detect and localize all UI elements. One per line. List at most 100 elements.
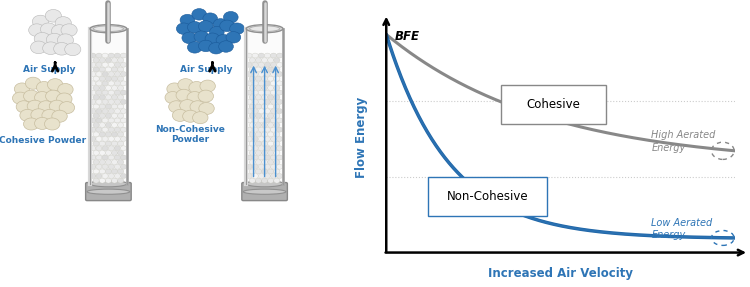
Circle shape xyxy=(249,141,256,146)
Circle shape xyxy=(27,100,43,112)
Circle shape xyxy=(90,99,96,104)
Circle shape xyxy=(264,53,271,58)
Circle shape xyxy=(118,123,124,127)
Text: High Aerated
Energy: High Aerated Energy xyxy=(651,130,716,153)
Circle shape xyxy=(20,109,35,121)
Circle shape xyxy=(258,174,265,179)
Circle shape xyxy=(277,164,283,169)
Circle shape xyxy=(271,62,277,67)
Circle shape xyxy=(105,76,112,81)
Circle shape xyxy=(249,169,256,174)
Circle shape xyxy=(262,150,268,155)
Circle shape xyxy=(255,104,262,109)
Circle shape xyxy=(120,137,127,141)
Circle shape xyxy=(90,155,96,160)
Circle shape xyxy=(277,72,283,77)
Circle shape xyxy=(255,95,262,100)
Circle shape xyxy=(112,76,118,81)
Circle shape xyxy=(120,81,127,86)
Circle shape xyxy=(277,99,283,104)
Circle shape xyxy=(112,104,118,109)
Circle shape xyxy=(277,81,283,86)
Circle shape xyxy=(118,113,124,118)
Circle shape xyxy=(112,86,118,90)
Circle shape xyxy=(112,132,118,137)
Circle shape xyxy=(90,72,96,77)
Circle shape xyxy=(271,146,277,151)
Circle shape xyxy=(271,99,277,104)
Circle shape xyxy=(118,132,124,137)
Circle shape xyxy=(114,81,121,86)
Circle shape xyxy=(258,118,265,123)
Circle shape xyxy=(93,58,99,63)
Circle shape xyxy=(102,137,108,141)
Circle shape xyxy=(61,24,77,36)
Circle shape xyxy=(114,155,121,160)
Circle shape xyxy=(118,95,124,100)
Circle shape xyxy=(255,141,262,146)
Circle shape xyxy=(120,164,127,169)
Circle shape xyxy=(120,155,127,160)
Circle shape xyxy=(188,42,202,53)
Circle shape xyxy=(120,118,127,123)
Circle shape xyxy=(268,132,274,137)
Circle shape xyxy=(99,123,106,127)
Circle shape xyxy=(176,89,191,101)
Circle shape xyxy=(34,32,50,45)
Circle shape xyxy=(172,109,188,121)
FancyBboxPatch shape xyxy=(242,183,287,201)
Circle shape xyxy=(114,146,121,151)
Circle shape xyxy=(118,67,124,72)
Circle shape xyxy=(118,58,124,63)
Circle shape xyxy=(271,174,277,179)
Circle shape xyxy=(90,109,96,114)
Circle shape xyxy=(258,81,265,86)
Circle shape xyxy=(99,86,106,90)
Circle shape xyxy=(255,169,262,174)
Circle shape xyxy=(114,72,121,77)
Circle shape xyxy=(96,164,102,169)
Circle shape xyxy=(274,104,280,109)
Circle shape xyxy=(99,104,106,109)
Circle shape xyxy=(96,118,102,123)
Circle shape xyxy=(96,127,102,132)
Circle shape xyxy=(108,127,114,132)
Circle shape xyxy=(264,81,271,86)
Circle shape xyxy=(268,104,274,109)
Circle shape xyxy=(277,137,283,141)
Circle shape xyxy=(264,109,271,114)
Circle shape xyxy=(96,174,102,179)
Circle shape xyxy=(96,137,102,141)
Circle shape xyxy=(31,109,46,121)
Circle shape xyxy=(194,31,208,42)
Circle shape xyxy=(114,99,121,104)
Circle shape xyxy=(274,160,280,164)
Circle shape xyxy=(99,113,106,118)
Circle shape xyxy=(202,13,217,24)
Circle shape xyxy=(182,32,196,44)
Circle shape xyxy=(264,155,271,160)
Circle shape xyxy=(246,174,252,179)
Circle shape xyxy=(268,86,274,90)
Circle shape xyxy=(262,67,268,72)
Circle shape xyxy=(93,178,99,183)
Circle shape xyxy=(102,90,108,95)
Circle shape xyxy=(105,123,112,127)
Circle shape xyxy=(52,25,68,37)
Circle shape xyxy=(271,109,277,114)
Polygon shape xyxy=(246,29,283,184)
Circle shape xyxy=(264,72,271,77)
Circle shape xyxy=(118,150,124,155)
FancyBboxPatch shape xyxy=(86,183,131,201)
Circle shape xyxy=(246,81,252,86)
Circle shape xyxy=(102,99,108,104)
Circle shape xyxy=(277,174,283,179)
Circle shape xyxy=(105,104,112,109)
Circle shape xyxy=(274,76,280,81)
Circle shape xyxy=(246,62,252,67)
Circle shape xyxy=(264,99,271,104)
Circle shape xyxy=(105,141,112,146)
Circle shape xyxy=(112,141,118,146)
Circle shape xyxy=(224,11,238,23)
Circle shape xyxy=(258,90,265,95)
